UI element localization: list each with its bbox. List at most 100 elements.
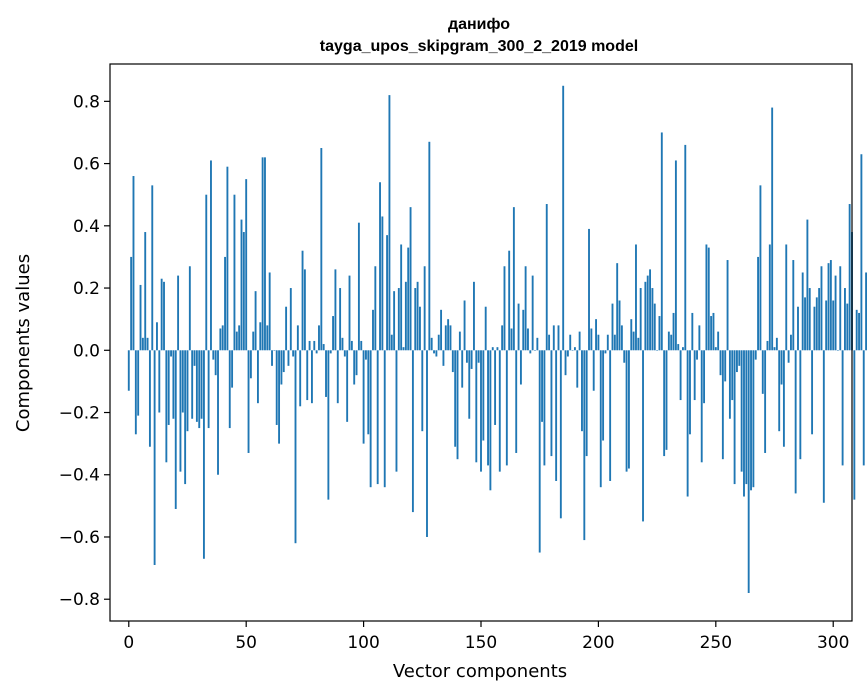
bar — [649, 269, 652, 351]
bar — [801, 272, 804, 351]
bar — [181, 350, 184, 413]
bar — [402, 347, 405, 351]
bar — [148, 350, 151, 447]
bar — [595, 319, 597, 351]
bar — [764, 350, 767, 453]
y-tick-label: −0.4 — [59, 466, 100, 486]
bar — [750, 350, 752, 491]
bar — [757, 256, 760, 351]
bar — [602, 350, 605, 441]
bar — [839, 266, 842, 351]
bar — [212, 350, 215, 360]
bar — [508, 250, 511, 351]
bar — [670, 334, 673, 351]
bar-series — [127, 85, 867, 593]
bar — [862, 350, 865, 466]
bar — [743, 350, 745, 497]
bar — [630, 319, 633, 351]
bar — [787, 350, 790, 363]
bar — [134, 350, 137, 435]
bar — [548, 334, 551, 351]
bar — [689, 350, 691, 435]
bar — [501, 325, 504, 351]
bar — [752, 350, 755, 488]
bar — [489, 350, 492, 491]
bar — [200, 350, 203, 419]
bar — [282, 350, 285, 373]
bar — [444, 325, 447, 351]
bar — [754, 350, 757, 360]
bar — [458, 331, 461, 351]
bar — [848, 204, 851, 351]
bar — [738, 350, 741, 366]
bar — [336, 350, 339, 404]
bar — [768, 244, 771, 351]
bar — [313, 340, 316, 351]
bar — [226, 166, 229, 351]
bar — [616, 263, 619, 351]
bar — [522, 309, 525, 351]
bar — [759, 185, 762, 351]
bar — [710, 316, 713, 351]
bar — [569, 334, 572, 351]
bar — [555, 350, 558, 481]
bar — [360, 340, 363, 351]
bar — [792, 260, 795, 351]
bar — [703, 350, 706, 404]
bar — [827, 263, 830, 351]
bar — [865, 272, 867, 351]
y-tick-label: −0.6 — [59, 528, 100, 548]
bar — [841, 350, 844, 466]
bar — [620, 325, 623, 351]
bar — [632, 331, 635, 351]
bar — [421, 350, 424, 432]
bar — [339, 288, 342, 351]
bar — [465, 350, 468, 363]
bar — [202, 350, 205, 559]
bar — [473, 281, 475, 351]
y-tick-label: 0.6 — [73, 155, 100, 175]
bar — [721, 350, 724, 460]
bar — [275, 350, 278, 425]
bar — [177, 275, 180, 351]
bar — [693, 350, 696, 401]
bar — [327, 350, 330, 500]
bar — [623, 350, 626, 363]
bar — [674, 160, 677, 351]
x-tick-label: 150 — [465, 633, 497, 653]
bar — [254, 291, 257, 351]
bar — [482, 350, 485, 441]
bar — [217, 350, 219, 475]
bar — [146, 337, 149, 351]
bar — [527, 328, 529, 351]
bar — [296, 325, 299, 351]
bar — [775, 337, 778, 351]
bar — [505, 350, 508, 466]
bar — [233, 194, 236, 351]
bar — [235, 331, 238, 351]
bar — [853, 350, 856, 500]
bar — [728, 350, 731, 419]
bar — [780, 350, 783, 385]
bar — [660, 132, 663, 351]
bar — [132, 176, 135, 351]
bar — [407, 247, 410, 351]
bar — [287, 350, 290, 366]
bar — [785, 244, 788, 351]
bar — [266, 325, 269, 351]
bar — [376, 350, 379, 485]
bar — [468, 350, 471, 419]
bar — [733, 350, 736, 485]
bar — [428, 141, 431, 351]
bar — [698, 325, 701, 351]
bar — [712, 312, 715, 351]
bar — [353, 350, 356, 385]
bar — [383, 350, 386, 488]
bar — [740, 350, 743, 472]
bar — [156, 322, 158, 351]
bar — [599, 350, 602, 488]
bar — [529, 350, 532, 354]
bar — [799, 350, 802, 460]
bar — [144, 232, 147, 351]
x-tick-label: 300 — [817, 633, 849, 653]
